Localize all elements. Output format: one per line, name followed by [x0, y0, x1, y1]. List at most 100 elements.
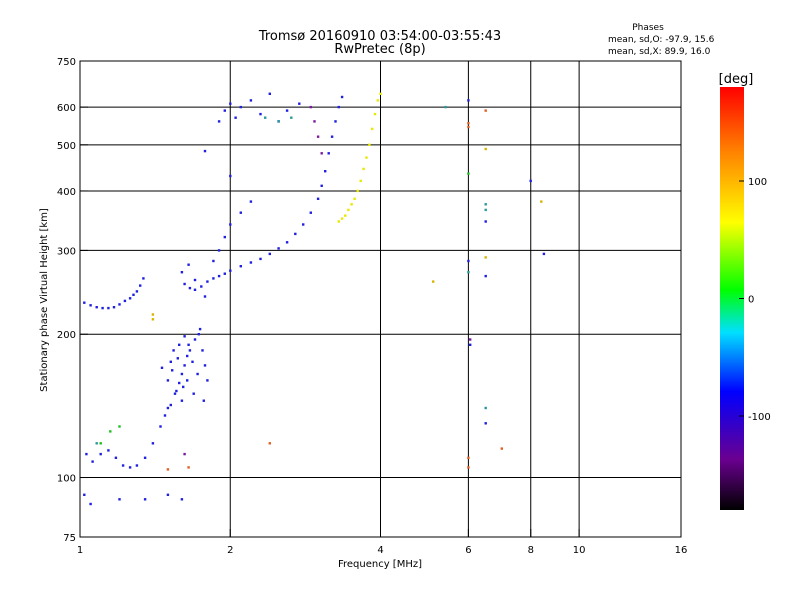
data-point-s3-6 [467, 125, 470, 129]
data-point-s0-58 [193, 288, 197, 291]
data-point-s0-59 [200, 285, 203, 288]
data-point-s0-97 [249, 99, 253, 102]
data-point-s0-18 [121, 464, 125, 467]
data-point-s0-108 [143, 498, 147, 501]
data-point-s5-0 [99, 442, 102, 445]
data-point-s1-6 [484, 208, 487, 212]
data-point-s0-64 [229, 269, 232, 272]
data-point-s0-85 [203, 295, 207, 298]
data-point-s3-5 [467, 122, 470, 125]
data-point-s0-8 [128, 297, 132, 300]
data-point-s1-8 [467, 271, 470, 274]
data-point-s4-0 [151, 313, 155, 316]
data-point-s3-2 [467, 466, 470, 469]
data-point-s2-12 [373, 112, 377, 116]
data-point-s0-36 [178, 343, 181, 346]
data-point-s0-103 [203, 149, 207, 153]
data-point-s0-102 [298, 102, 301, 105]
data-points [83, 92, 546, 506]
data-point-s2-9 [365, 156, 368, 159]
data-point-s2-7 [359, 179, 362, 183]
data-point-s0-110 [180, 498, 184, 501]
data-point-s2-8 [362, 167, 365, 171]
x-tick-label-0: 1 [77, 545, 83, 556]
data-point-s6-0 [183, 452, 186, 456]
data-point-s0-70 [285, 241, 289, 244]
colorbar-tick-label-1: 0 [748, 295, 754, 306]
data-point-s1-3 [95, 442, 98, 445]
y-axis-label: Stationary phase Virtual Height [km] [39, 208, 50, 392]
data-point-s3-8 [166, 468, 170, 471]
phase-stats-x-mode: mean, sd,X: 89.9, 16.0 [608, 47, 711, 57]
data-point-s0-4 [107, 306, 110, 310]
x-axis-ticks: 1 2 4 6 8 10 16 [77, 529, 687, 556]
chart-title: Tromsø 20160910 03:54:00-03:55:43 [258, 29, 501, 44]
data-point-s1-7 [484, 406, 487, 410]
data-point-s0-5 [112, 306, 116, 309]
y-tick-label-1: 100 [57, 474, 76, 485]
data-point-s0-39 [186, 379, 189, 382]
data-point-s0-101 [285, 109, 289, 112]
data-point-s0-73 [309, 211, 312, 214]
data-point-s0-54 [197, 333, 200, 336]
x-tick-label-2: 4 [377, 545, 383, 556]
data-point-s0-21 [143, 456, 147, 459]
data-point-s0-69 [277, 247, 280, 250]
data-point-s0-6 [118, 303, 121, 306]
data-point-s0-0 [83, 301, 86, 304]
data-point-s0-1 [89, 304, 92, 307]
data-point-s0-60 [206, 280, 209, 283]
data-point-s0-62 [217, 274, 221, 278]
data-point-s5-1 [109, 430, 112, 433]
data-point-s0-113 [484, 422, 487, 425]
data-point-s0-16 [107, 449, 110, 452]
data-point-s2-3 [347, 208, 350, 212]
y-tick-label-6: 600 [57, 103, 76, 114]
data-point-s0-17 [114, 456, 118, 459]
data-point-s4-3 [540, 200, 543, 203]
data-point-s0-33 [169, 360, 172, 363]
data-point-s0-25 [169, 403, 172, 407]
data-point-s0-49 [171, 369, 174, 372]
data-point-s5-2 [118, 425, 121, 428]
data-point-s4-4 [484, 147, 487, 151]
data-point-s0-111 [467, 99, 470, 102]
data-point-s0-28 [180, 372, 184, 376]
data-point-s4-5 [484, 256, 487, 259]
data-point-s0-116 [484, 220, 487, 223]
y-tick-label-5: 500 [57, 141, 76, 152]
data-point-s0-57 [188, 286, 192, 290]
data-point-s0-87 [217, 249, 221, 252]
data-point-s0-56 [183, 282, 186, 286]
data-point-s5-3 [467, 172, 470, 175]
data-point-s2-2 [344, 214, 347, 217]
data-point-s0-90 [239, 211, 242, 214]
data-point-s1-0 [264, 116, 267, 119]
data-point-s0-22 [151, 442, 155, 445]
data-point-s0-74 [316, 197, 320, 200]
data-point-s0-68 [268, 252, 271, 256]
phase-stats-o-mode: mean, sd,O: -97.9, 15.6 [608, 35, 715, 45]
data-point-s0-35 [175, 389, 178, 393]
data-point-s6-4 [316, 135, 320, 138]
x-axis-label: Frequency [MHz] [338, 559, 422, 570]
data-point-s0-83 [187, 263, 190, 266]
data-point-s0-65 [239, 265, 242, 268]
data-point-s0-86 [212, 259, 215, 263]
data-point-s0-32 [166, 379, 170, 382]
data-point-s0-117 [467, 259, 470, 263]
data-point-s0-92 [217, 120, 221, 123]
data-point-s0-118 [484, 274, 487, 278]
data-point-s0-109 [166, 493, 170, 496]
y-tick-label-7: 750 [57, 57, 76, 68]
data-point-s0-88 [223, 235, 226, 239]
data-point-s0-79 [334, 120, 337, 123]
data-point-s0-81 [340, 95, 344, 99]
data-point-s0-12 [142, 277, 145, 280]
data-point-s2-4 [350, 203, 353, 206]
data-point-s0-40 [188, 349, 192, 352]
data-point-s0-48 [166, 406, 170, 410]
y-tick-label-4: 400 [57, 187, 76, 198]
data-point-s0-55 [202, 399, 205, 402]
data-point-s2-0 [337, 220, 340, 223]
